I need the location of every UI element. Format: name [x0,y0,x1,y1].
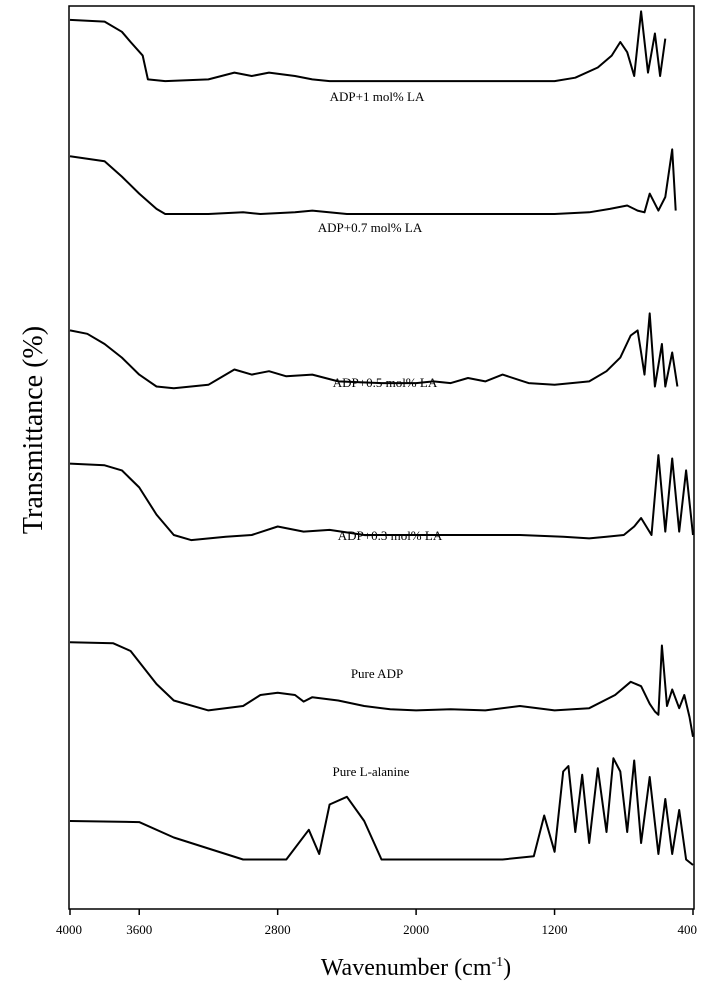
trace-label-2: ADP+0.7 mol% LA [318,220,423,235]
spectrum-trace-2 [69,148,677,215]
spectrum-trace-3 [69,312,679,390]
spectrum-trace-6 [69,757,694,866]
spectra-group [69,10,694,866]
trace-label-3: ADP+0.5 mol% LA [333,375,438,390]
plot-frame [68,5,695,910]
trace-label-5: Pure ADP [351,666,403,681]
trace-label-6: Pure L-alanine [333,764,410,779]
x-tick-label-2000: 2000 [403,922,429,937]
x-ticks-group: 4000 3600 2800 2000 1200 400 [56,909,697,937]
trace-labels-group: ADP+1 mol% LA ADP+0.7 mol% LA ADP+0.5 mol%… [318,89,443,779]
x-tick-label-400: 400 [678,922,698,937]
y-axis-label: Transmittance (%) [18,326,49,534]
x-tick-label-4000: 4000 [56,922,82,937]
x-tick-label-3600: 3600 [126,922,152,937]
x-axis-label: Wavenumber (cm-1) [321,955,511,981]
trace-label-1: ADP+1 mol% LA [330,89,425,104]
x-tick-label-1200: 1200 [542,922,568,937]
spectrum-trace-5 [69,641,694,737]
spectrum-trace-4 [69,454,694,542]
trace-label-4: ADP+0.3 mol% LA [338,528,443,543]
x-tick-label-2800: 2800 [265,922,291,937]
spectrum-trace-1 [69,10,667,83]
